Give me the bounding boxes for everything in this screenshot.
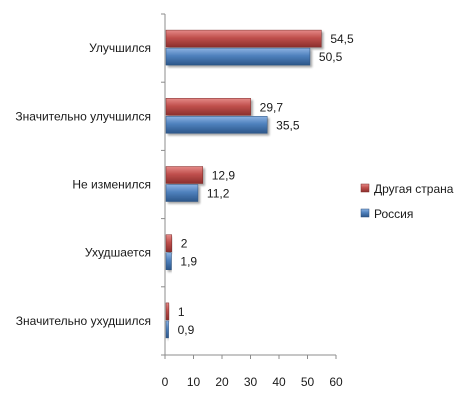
x-tick-label: 10 — [187, 375, 201, 389]
category-label: Не изменился — [72, 178, 151, 192]
legend-swatch — [360, 208, 370, 218]
bar-other-country — [165, 98, 251, 116]
x-tick-label: 0 — [162, 375, 169, 389]
category-label: Значительно улучшился — [15, 109, 151, 123]
bar-russia — [165, 320, 169, 339]
bar-other-country — [165, 302, 170, 321]
data-label: 0,9 — [178, 323, 195, 337]
legend-swatch — [360, 183, 370, 193]
data-label: 1 — [178, 305, 185, 319]
bars — [165, 29, 322, 339]
data-label: 12,9 — [212, 169, 236, 183]
x-tick-label: 30 — [244, 375, 258, 389]
data-label: 11,2 — [207, 187, 230, 201]
x-tick-label: 60 — [329, 375, 343, 389]
x-tick-label: 40 — [272, 375, 286, 389]
category-label: Улучшился — [89, 41, 151, 55]
category-label: Значительно ухудшился — [16, 314, 151, 328]
bar-russia — [165, 184, 199, 202]
axes — [161, 13, 337, 359]
x-tick-label: 20 — [215, 375, 229, 389]
data-label: 2 — [181, 237, 188, 251]
bar-russia — [165, 47, 311, 66]
bar-russia — [165, 252, 172, 270]
bar-russia — [165, 116, 268, 134]
legend-label: Россия — [374, 207, 413, 221]
data-label: 35,5 — [276, 118, 300, 132]
legend: Другая страна Россия — [360, 182, 454, 221]
legend-label: Другая страна — [374, 182, 454, 196]
data-label: 50,5 — [319, 50, 343, 64]
data-label: 54,5 — [330, 32, 354, 46]
category-label: Ухудшается — [85, 246, 151, 260]
labels: 0 10 20 30 40 50 60 Улучшился 54,5 50,5 Значительн… — [15, 32, 354, 389]
bar-other-country — [165, 29, 322, 48]
data-label: 29,7 — [260, 100, 284, 114]
bar-other-country — [165, 234, 172, 252]
bar-other-country — [165, 166, 204, 184]
data-label: 1,9 — [180, 255, 197, 269]
x-tick-label: 50 — [301, 375, 315, 389]
